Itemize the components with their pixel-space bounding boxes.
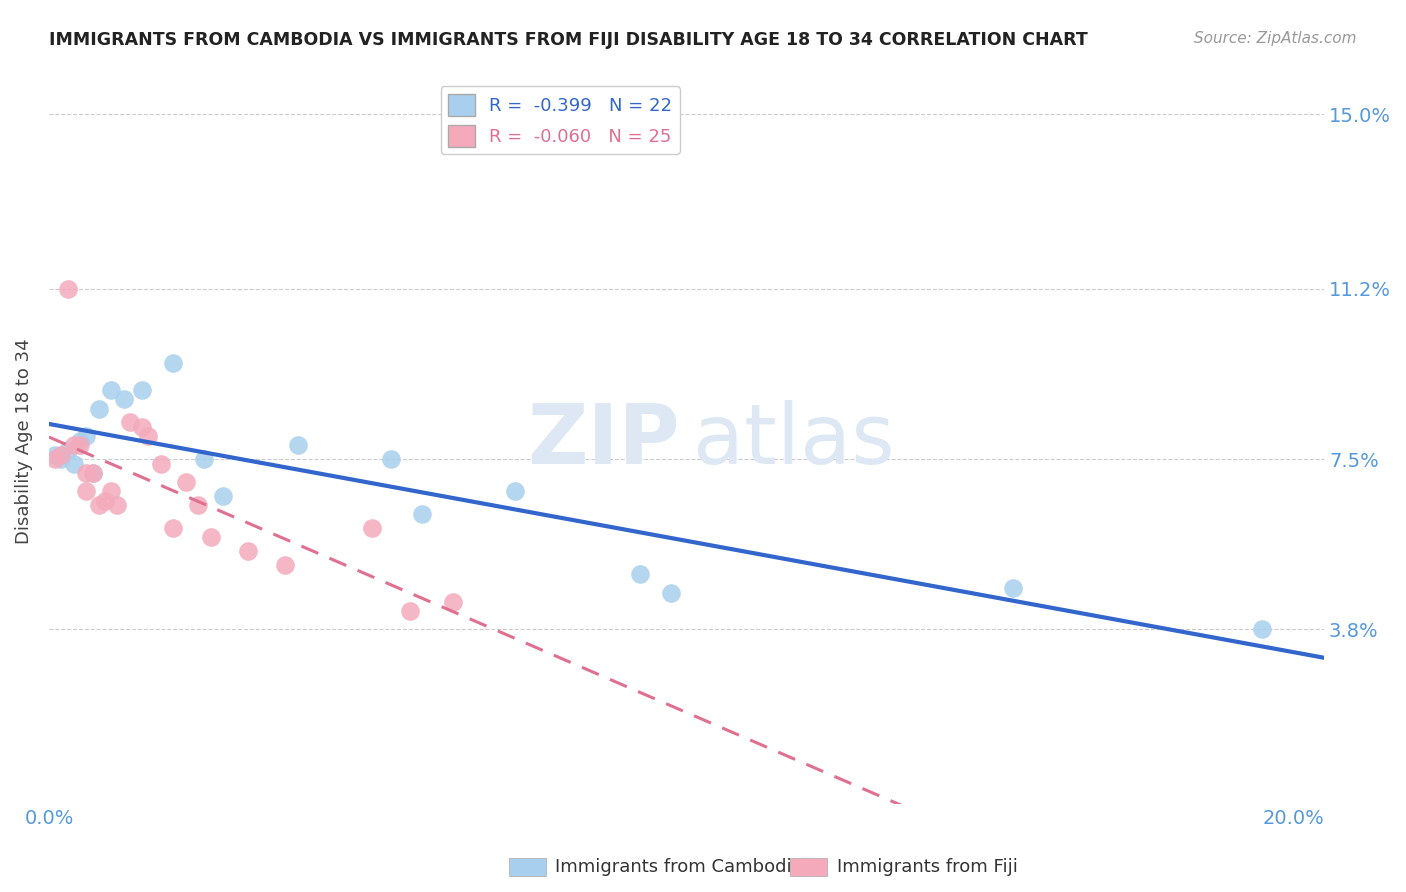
Point [149,457,172,471]
Point [69,434,91,448]
Point [56,442,79,457]
Point [131,420,153,434]
Point [162,521,184,535]
Point [69,438,91,452]
Point [200,530,222,544]
Text: atlas: atlas [693,401,894,482]
Point [193,452,215,467]
Point [174,475,197,490]
Point [131,383,153,397]
Y-axis label: Disability Age 18 to 34: Disability Age 18 to 34 [15,338,32,543]
Text: Immigrants from Fiji: Immigrants from Fiji [837,858,1018,876]
Point [87,401,110,416]
Text: Immigrants from Cambodia: Immigrants from Cambodia [555,858,803,876]
Point [87,498,110,512]
Point [75,429,97,443]
Point [236,544,259,558]
Point [287,438,309,452]
Point [628,567,651,582]
Point [411,508,433,522]
Point [63,438,86,452]
Point [75,466,97,480]
Point [94,493,117,508]
Point [162,355,184,369]
Point [361,521,384,535]
Point [82,466,104,480]
Text: ZIP: ZIP [527,401,681,482]
Point [187,498,209,512]
Point [44,452,66,467]
Point [56,282,79,296]
Point [51,452,73,467]
Point [63,457,86,471]
Point [100,383,122,397]
Point [51,448,73,462]
Point [100,484,122,499]
Legend: R =  -0.399   N = 22, R =  -0.060   N = 25: R = -0.399 N = 22, R = -0.060 N = 25 [440,87,679,154]
Point [380,452,402,467]
Point [82,466,104,480]
Point [1251,623,1274,637]
Point [138,429,160,443]
Point [44,448,66,462]
Text: IMMIGRANTS FROM CAMBODIA VS IMMIGRANTS FROM FIJI DISABILITY AGE 18 TO 34 CORRELA: IMMIGRANTS FROM CAMBODIA VS IMMIGRANTS F… [49,31,1088,49]
Text: Source: ZipAtlas.com: Source: ZipAtlas.com [1194,31,1357,46]
Point [659,585,682,599]
Point [105,498,128,512]
Point [441,595,464,609]
Point [274,558,297,572]
Point [398,604,420,618]
Point [75,484,97,499]
Point [505,484,527,499]
Point [1002,581,1025,595]
Point [212,489,235,503]
Point [118,416,141,430]
Point [112,392,135,407]
